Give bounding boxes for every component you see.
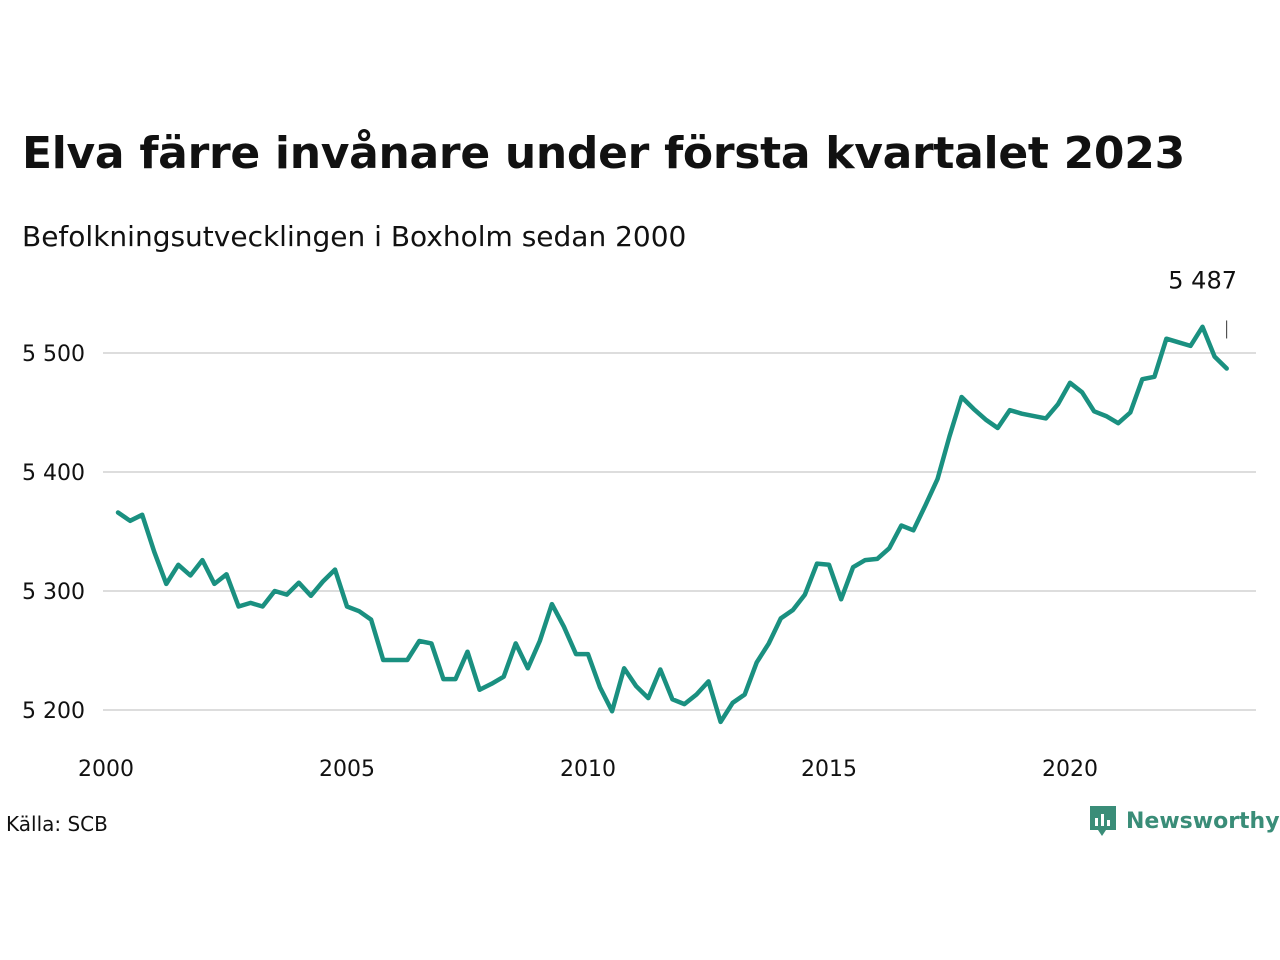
x-tick-label: 2010 [560, 757, 616, 782]
newsworthy-logo-icon [1090, 806, 1116, 836]
x-tick-label: 2000 [78, 757, 134, 782]
y-tick-label: 5 500 [22, 342, 85, 367]
gridlines [103, 352, 1256, 711]
source-note: Källa: SCB [6, 812, 108, 836]
y-tick-label: 5 200 [22, 699, 85, 724]
x-axis-ticks: 2000 2005 2010 2015 2020 [78, 757, 1098, 782]
y-tick-label: 5 300 [22, 580, 85, 605]
end-value-label: 5 487 [1168, 270, 1237, 294]
newsworthy-logo[interactable]: Newsworthy [1088, 804, 1280, 838]
x-tick-label: 2015 [801, 757, 857, 782]
y-axis-ticks: 5 200 5 300 5 400 5 500 [22, 342, 85, 724]
chart-subtitle: Befolkningsutvecklingen i Boxholm sedan … [22, 220, 687, 253]
y-tick-label: 5 400 [22, 461, 85, 486]
line-chart: 5 200 5 300 5 400 5 500 2000 2005 2010 2015 202… [22, 270, 1256, 782]
x-tick-label: 2020 [1042, 757, 1098, 782]
newsworthy-logo-text: Newsworthy [1126, 808, 1280, 834]
chart-title: Elva färre invånare under första kvartal… [22, 128, 1185, 179]
x-tick-label: 2005 [319, 757, 375, 782]
series-line [115, 324, 1229, 725]
